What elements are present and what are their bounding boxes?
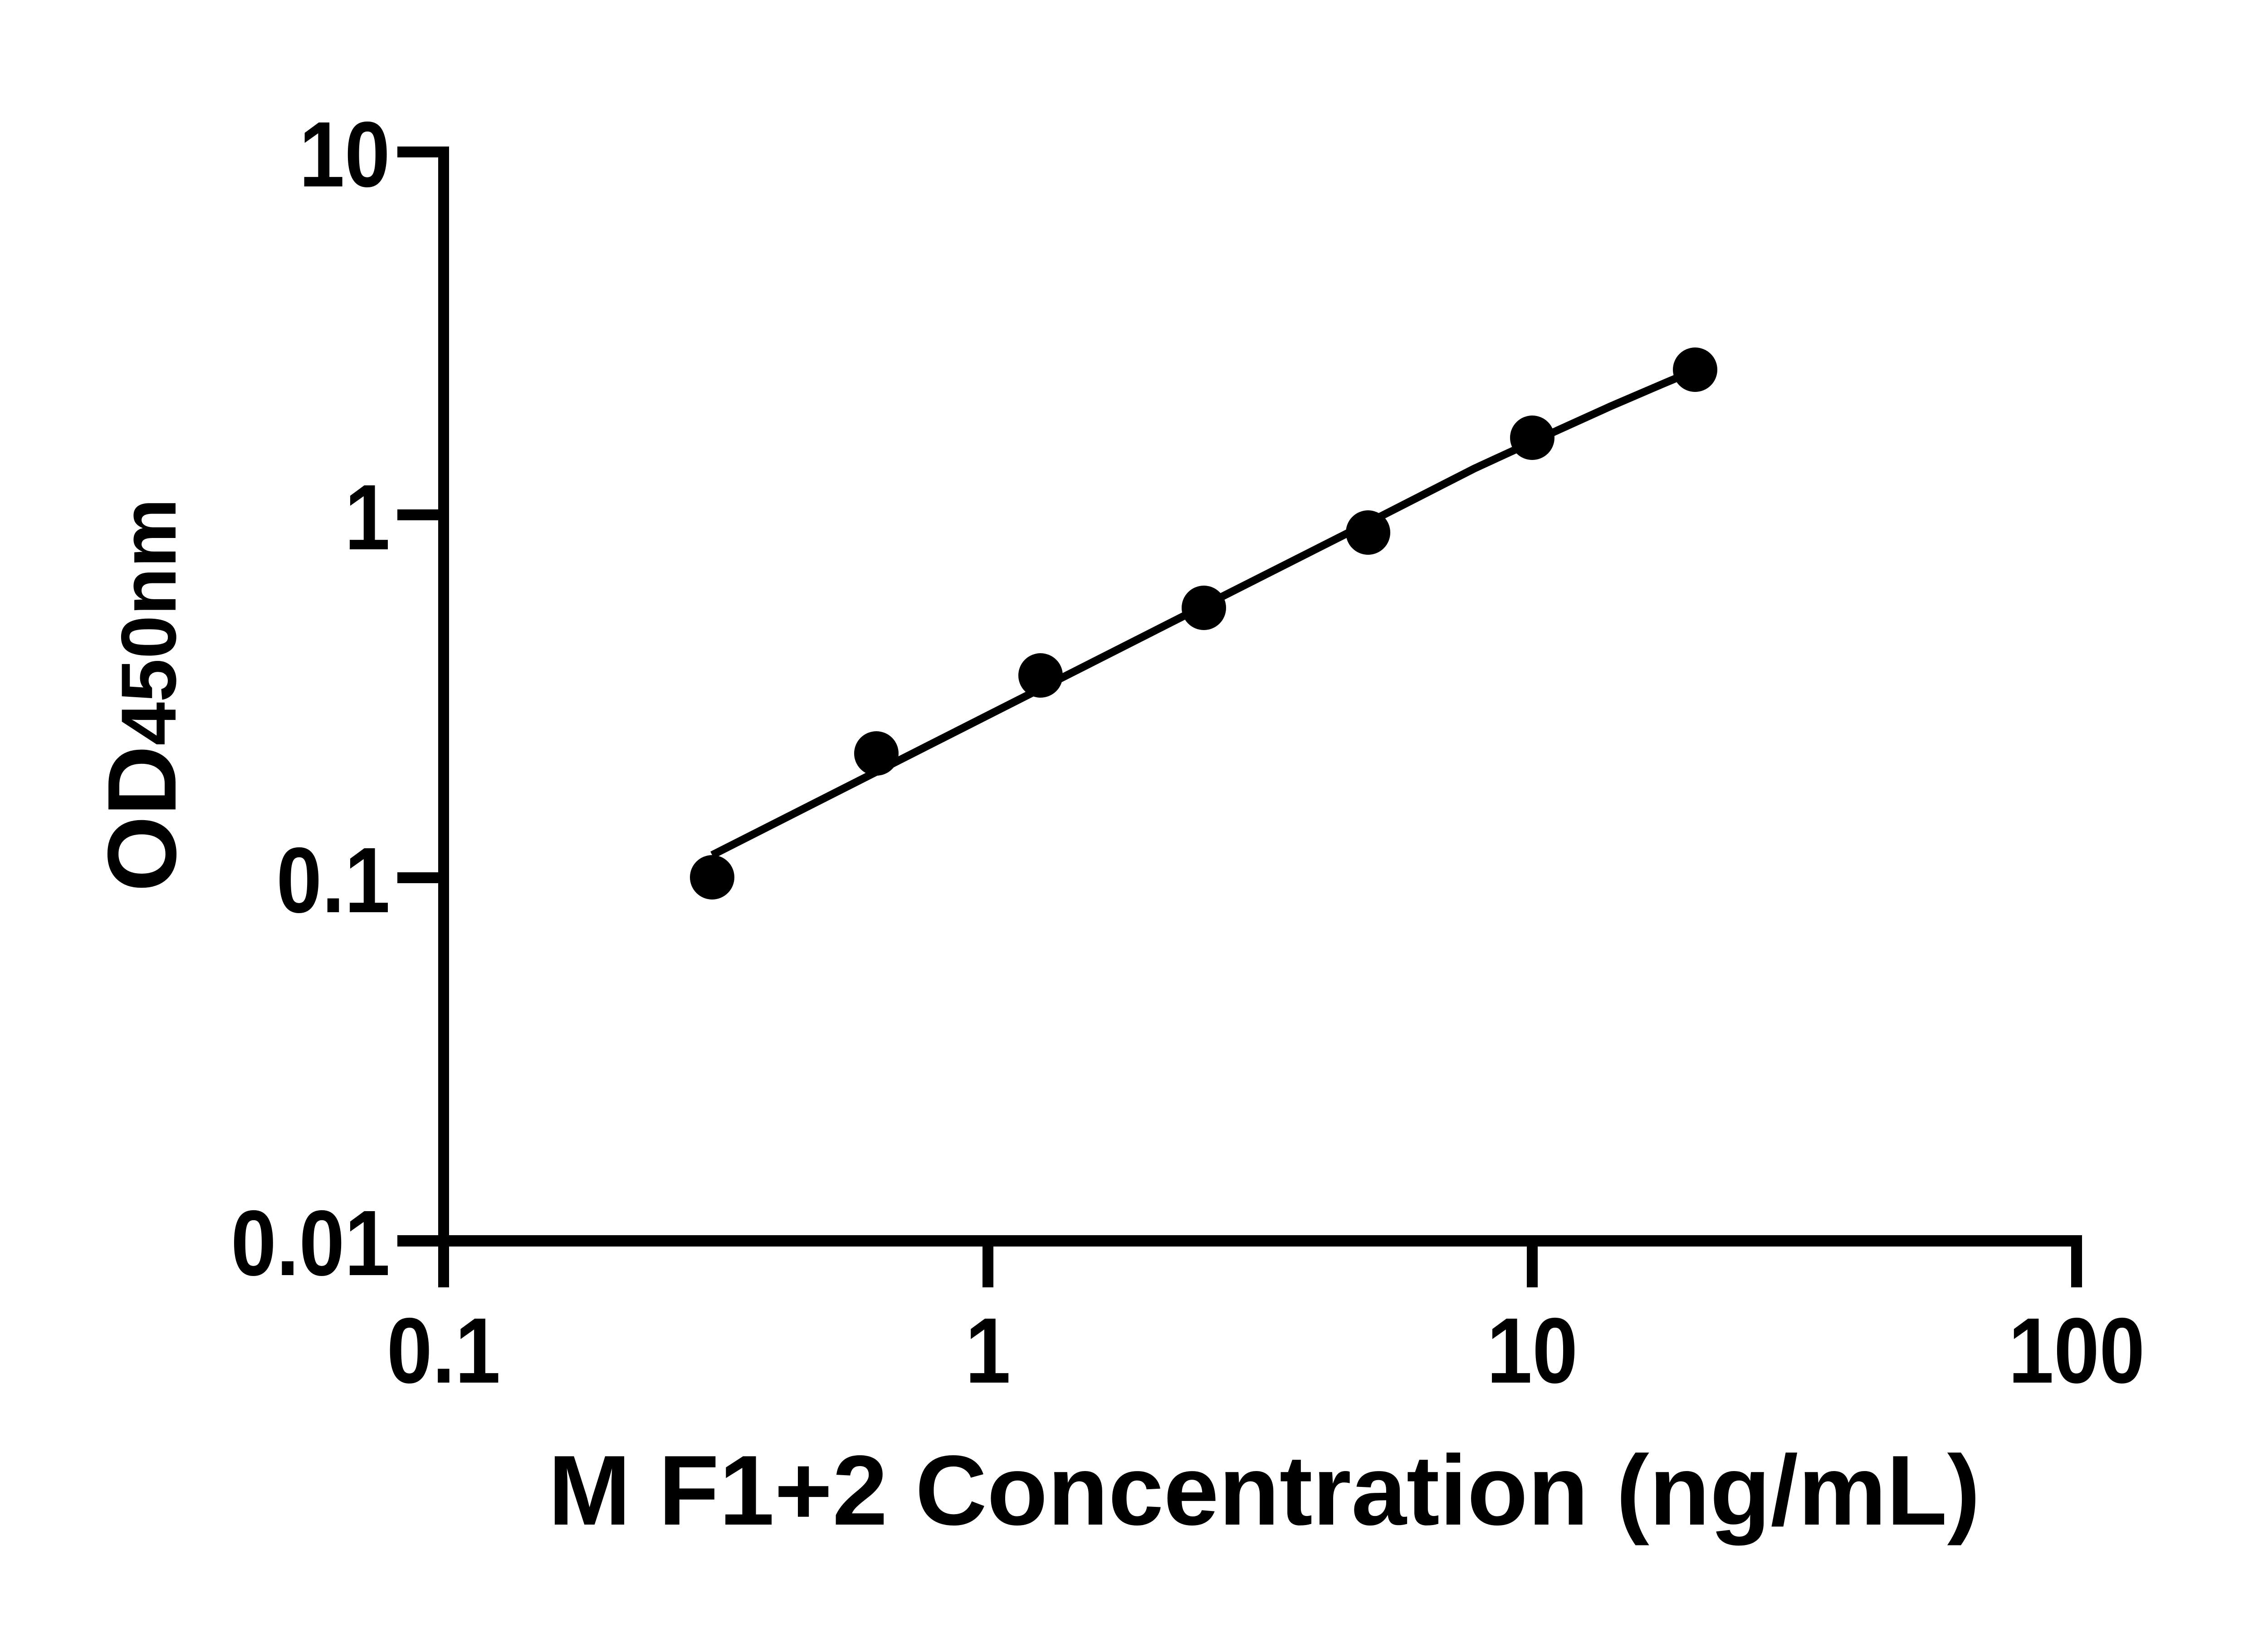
svg-text:OD450nm: OD450nm [87, 499, 196, 892]
svg-text:1: 1 [345, 465, 390, 569]
svg-text:1: 1 [965, 1298, 1011, 1402]
svg-text:0.1: 0.1 [276, 828, 390, 932]
svg-text:10: 10 [299, 102, 390, 206]
svg-text:0.1: 0.1 [387, 1298, 501, 1402]
svg-text:0.01: 0.01 [231, 1191, 390, 1295]
svg-text:M F1+2 Concentration (ng/mL): M F1+2 Concentration (ng/mL) [548, 1435, 1980, 1546]
svg-text:10: 10 [1487, 1298, 1578, 1402]
svg-text:100: 100 [2009, 1298, 2145, 1402]
